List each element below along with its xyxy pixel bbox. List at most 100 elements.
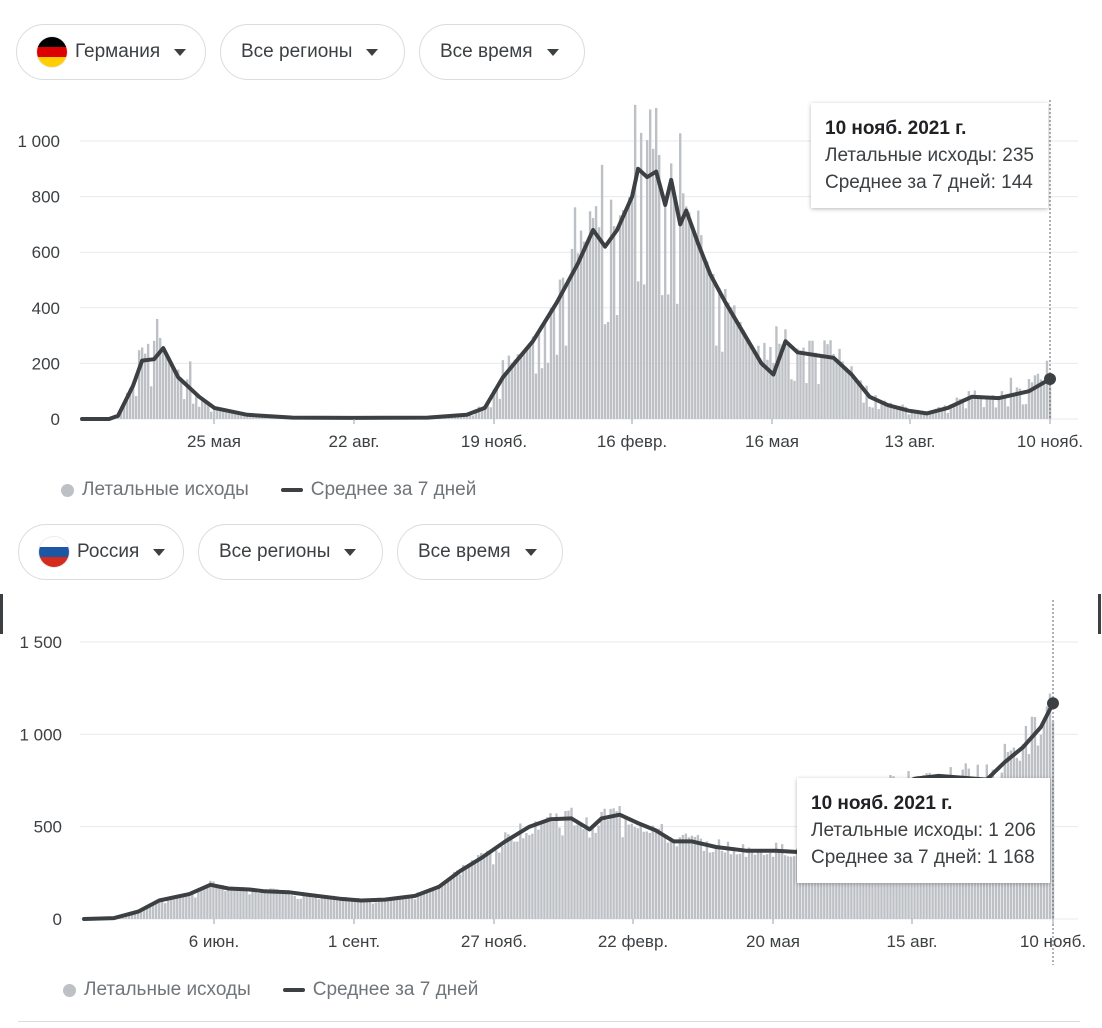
x-tick-label: 22 февр. — [598, 932, 668, 951]
bar — [742, 330, 744, 419]
bar — [164, 903, 166, 919]
bar — [546, 817, 548, 919]
bar — [727, 303, 729, 419]
bar — [321, 898, 323, 919]
bar — [673, 840, 675, 919]
bar — [610, 200, 612, 419]
bar — [1007, 406, 1009, 419]
bar — [583, 242, 585, 419]
bar — [486, 851, 488, 919]
bar — [1046, 361, 1048, 419]
bar — [472, 415, 474, 419]
bar — [772, 857, 774, 919]
bar — [553, 306, 555, 419]
bar — [646, 140, 648, 419]
y-tick-label: 400 — [32, 299, 60, 318]
bar — [529, 343, 531, 419]
bar — [236, 887, 238, 919]
bar — [805, 383, 807, 419]
bar — [233, 887, 235, 919]
bar — [351, 901, 353, 919]
bar — [183, 399, 185, 419]
bar — [637, 281, 639, 419]
bar — [242, 887, 244, 919]
x-tick-label: 19 нояб. — [461, 432, 527, 451]
bar — [179, 895, 181, 919]
bar — [688, 212, 690, 419]
bar — [664, 834, 666, 919]
bar — [769, 347, 771, 419]
bar — [245, 888, 247, 919]
bar — [709, 853, 711, 919]
bar — [511, 363, 513, 419]
bar — [604, 324, 606, 419]
bar — [200, 890, 202, 919]
bar — [673, 190, 675, 419]
bar — [597, 826, 599, 919]
bar — [1025, 404, 1027, 419]
bar — [532, 337, 534, 419]
bar — [281, 892, 283, 919]
bar — [305, 894, 307, 919]
bar — [510, 838, 512, 919]
bar — [203, 887, 205, 919]
bar — [495, 850, 497, 919]
bar — [366, 901, 368, 919]
bar — [206, 885, 208, 919]
bar — [490, 407, 492, 419]
bar — [402, 896, 404, 919]
bar — [688, 837, 690, 919]
chart-tooltip: 10 нояб. 2021 г. Летальные исходы: 235 С… — [811, 103, 1048, 208]
bar — [781, 844, 783, 919]
bar — [210, 412, 212, 419]
bar — [1037, 374, 1039, 419]
bar — [230, 890, 232, 919]
bar — [712, 274, 714, 419]
bar — [811, 341, 813, 419]
bar — [168, 358, 170, 419]
bar — [296, 899, 298, 919]
bar — [718, 288, 720, 419]
bar — [513, 842, 515, 919]
bar — [465, 869, 467, 919]
bar — [622, 210, 624, 419]
bar — [293, 896, 295, 919]
x-tick-label: 15 авг. — [887, 932, 938, 951]
bar — [562, 278, 564, 419]
bar — [549, 813, 551, 919]
bar — [676, 304, 678, 419]
legend-bar-swatch — [61, 484, 74, 497]
bar — [299, 899, 301, 919]
bar — [787, 343, 789, 419]
bar — [838, 349, 840, 419]
bar — [171, 366, 173, 419]
deaths-chart-germany[interactable]: 0 200 400 600 800 1 000 25 мая 22 авг. 19 нояб. 1… — [0, 0, 1102, 470]
bar — [664, 197, 666, 419]
bar — [612, 808, 614, 919]
bar — [574, 207, 576, 419]
bar — [565, 346, 567, 419]
bar — [423, 894, 425, 919]
bar — [498, 853, 500, 919]
y-tick-label: 200 — [32, 354, 60, 373]
bar — [766, 854, 768, 919]
bar — [700, 235, 702, 419]
bar — [312, 898, 314, 919]
bar — [908, 414, 910, 419]
bar — [607, 322, 609, 419]
bar — [670, 163, 672, 419]
bar — [577, 253, 579, 419]
bar — [745, 338, 747, 419]
bar — [438, 888, 440, 919]
bar — [561, 835, 563, 919]
x-tick-label: 10 нояб. — [1020, 932, 1086, 951]
chart-tooltip: 10 нояб. 2021 г. Летальные исходы: 1 206… — [797, 778, 1050, 883]
deaths-chart-russia[interactable]: 0 500 1 000 1 500 6 июн. 1 сент. 27 нояб. 22 фе… — [0, 500, 1102, 980]
bar — [820, 356, 822, 419]
x-tick-label: 27 нояб. — [461, 932, 527, 951]
bar — [901, 405, 903, 419]
bar — [712, 852, 714, 919]
y-tick-label: 500 — [34, 818, 62, 837]
bar — [426, 890, 428, 919]
bar — [956, 398, 958, 419]
